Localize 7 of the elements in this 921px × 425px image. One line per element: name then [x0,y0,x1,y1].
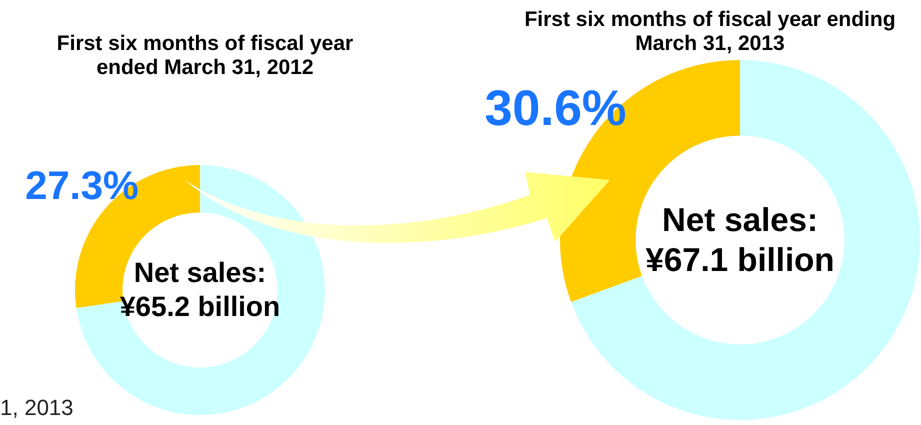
chart-title: First six months of fiscal year ending March 31, 2013 [523,8,897,56]
text: 1, 2013 [0,395,74,421]
chart-title: First six months of fiscal year ended March 31, 2012 [56,32,354,80]
text: Net sales: ¥65.2 billion [118,256,282,324]
data-label: 27.3% [25,164,139,208]
text: Net sales: ¥67.1 billion [644,200,836,280]
data-label: 30.6% [484,80,626,136]
